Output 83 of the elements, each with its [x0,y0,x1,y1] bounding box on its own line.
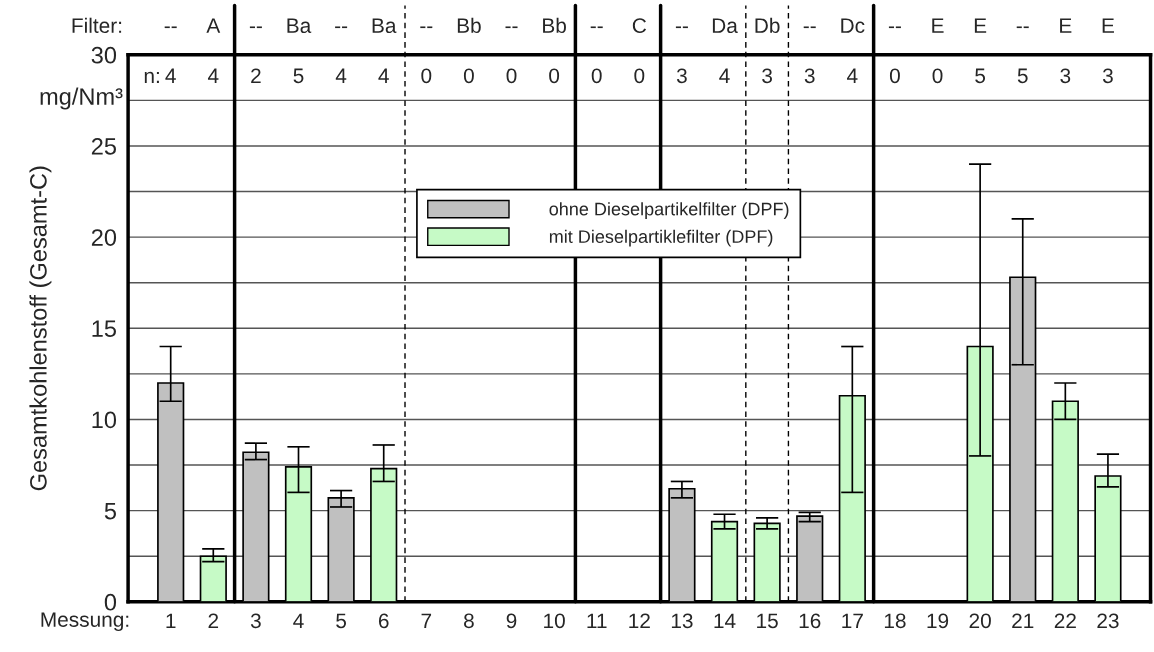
text: -- [249,26,262,29]
annotation: 5 [293,68,304,84]
x-tick-label: 20 [969,613,991,629]
x-tick-label: 8 [464,613,474,629]
annotation: 0 [549,68,560,84]
y-tick-label: 30 [91,46,117,64]
text: Da [712,18,738,34]
text: E [932,18,944,33]
annotation: 4 [335,68,347,83]
x-tick-label: 4 [293,613,304,628]
text: Filter: [72,17,122,34]
text: Ba [287,18,312,34]
annotation: 3 [804,68,815,84]
legend-label: ohne Dieselpartikelfilter (DPF) [549,202,789,219]
annotation: 2 [251,68,261,83]
annotation: 0 [889,68,900,84]
annotation: 0 [932,68,943,84]
x-tick-label: 6 [378,613,389,629]
x-tick-label: 13 [671,613,693,629]
x-tick-label: 2 [208,613,219,628]
annotation: n: [144,71,159,83]
x-tick-label: 22 [1054,613,1076,628]
x-tick-label: 21 [1012,613,1034,628]
x-tick-label: 18 [884,613,906,629]
annotation: 4 [719,68,730,83]
annotation: 4 [378,68,389,83]
x-tick-label: 9 [506,613,517,629]
text: -- [335,26,348,29]
y-tick-label: 5 [104,502,116,520]
annotation: 4 [847,68,858,83]
x-tick-label: 19 [927,613,949,629]
y-tick-label: 25 [91,138,116,155]
text: -- [590,26,603,29]
annotation: 3 [1102,68,1113,84]
x-tick-label: 7 [421,613,432,628]
text: Ba [372,18,397,34]
x-tick-label: 14 [714,613,736,628]
x-tick-label: 5 [336,613,347,629]
annotation: 3 [676,68,687,84]
y-tick-label: 20 [91,229,117,246]
text: E [974,18,987,33]
text: -- [675,26,688,29]
text: A [206,18,221,33]
text: C [632,18,647,34]
text: -- [505,26,518,29]
annotation: 5 [975,68,986,84]
text: -- [420,26,433,29]
annotation: 4 [207,68,219,83]
x-tick-label: 3 [250,613,261,629]
x-tick-label: 16 [799,613,821,629]
annotation: 0 [421,68,432,84]
y-tick-label: 15 [92,320,116,338]
annotation: 5 [1017,68,1028,84]
annotation: 3 [762,68,772,84]
x-tick-label: 17 [842,613,863,628]
annotation: 0 [591,68,602,84]
annotation: 0 [634,68,645,84]
y-tick-label: 10 [92,411,117,429]
x-tick-label: 10 [544,613,565,629]
annotation: 3 [1060,68,1071,84]
x-tick-label: 15 [757,613,778,629]
text: -- [1016,26,1029,29]
text: Dc [841,18,865,34]
text: Db [755,17,780,34]
y-tick-label: 0 [104,593,117,611]
y-axis-title: Gesamtkohlenstoff (Gesamt-C) [29,166,52,491]
text: -- [803,26,816,29]
text: -- [164,26,177,29]
text: mg/Nm³ [40,87,123,110]
annotation: 0 [463,68,474,84]
x-tick-label: 1 [166,613,176,628]
x-axis-title: Messung: [41,612,129,632]
x-tick-label: 23 [1097,613,1119,629]
text: Bb [543,17,566,34]
annotation: 4 [165,68,176,83]
text: -- [888,26,901,29]
x-tick-label: 11 [587,613,607,628]
text: E [1102,18,1114,33]
text: Bb [457,17,481,34]
x-tick-label: 12 [629,613,650,628]
text: E [1060,18,1072,33]
annotation: 0 [506,68,517,84]
legend-label: mit Dieselpartiklefilter (DPF) [549,229,773,247]
